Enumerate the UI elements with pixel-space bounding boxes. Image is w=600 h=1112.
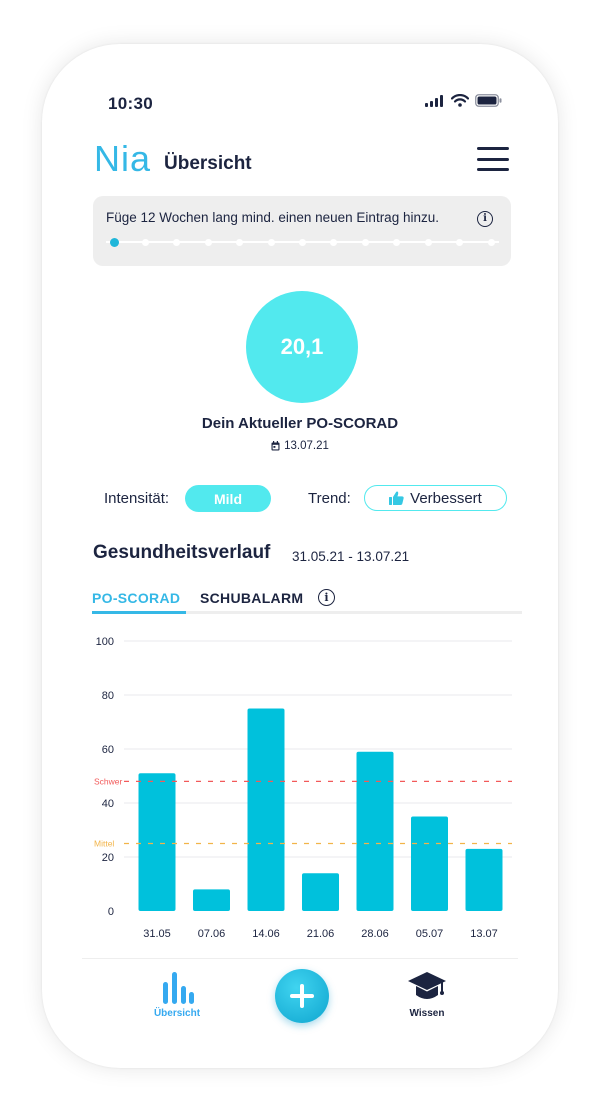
y-tick-label: 100: [96, 636, 114, 648]
progress-step-dot: [330, 239, 338, 246]
status-time: 10:30: [108, 94, 153, 113]
progress-track: [106, 238, 499, 247]
trend-value: Verbessert: [410, 489, 482, 507]
score-circle: 20,1: [246, 291, 358, 403]
score-date-row: 13.07.21: [42, 440, 558, 452]
x-tick-label: 07.06: [198, 928, 226, 940]
progress-step-dot: [299, 239, 306, 246]
trend-label: Trend:: [308, 490, 351, 507]
plus-icon: [290, 984, 314, 1008]
y-tick-label: 20: [102, 852, 114, 864]
score-label: Dein Aktueller PO-SCORAD: [201, 415, 399, 432]
y-tick-label: 80: [102, 690, 114, 702]
threshold-label: Schwer: [94, 776, 123, 786]
progress-card: Füge 12 Wochen lang mind. einen neuen Ei…: [93, 196, 511, 266]
bar-chart-icon: [163, 972, 194, 1004]
tab-active-indicator: [92, 611, 186, 614]
x-tick-label: 21.06: [307, 928, 335, 940]
info-icon[interactable]: i: [477, 211, 493, 227]
nav-knowledge[interactable]: Wissen: [397, 970, 457, 1019]
y-tick-label: 60: [102, 744, 114, 756]
signal-icon: [425, 94, 443, 107]
section-date-range: 31.05.21 - 13.07.21: [292, 549, 410, 564]
hamburger-menu-icon[interactable]: [477, 147, 509, 171]
progress-step-dot: [173, 239, 181, 246]
chart-bar: [302, 873, 339, 911]
chart-bar: [411, 816, 448, 911]
chart-bar: [138, 773, 176, 911]
add-entry-button[interactable]: [275, 969, 329, 1023]
progress-step-dot: [393, 239, 401, 246]
y-tick-label: 40: [102, 798, 114, 810]
intensity-label: Intensität:: [104, 490, 170, 507]
phone-frame: 10:30 Nia Übersicht Füge 12 Wochen lang …: [42, 44, 558, 1068]
app-logo: Nia: [94, 138, 152, 179]
section-title: Gesundheitsverlauf: [93, 542, 271, 563]
wifi-icon: [451, 94, 469, 107]
page-title: Übersicht: [164, 153, 252, 174]
score-date: 13.07.21: [284, 440, 329, 452]
progress-step-dot: [109, 238, 119, 247]
x-tick-label: 28.06: [361, 928, 389, 940]
progress-step-dot: [456, 239, 464, 246]
thumbs-up-icon: [389, 491, 404, 505]
nav-overview-label: Übersicht: [153, 1008, 201, 1019]
nav-knowledge-label: Wissen: [409, 1008, 445, 1019]
nav-overview[interactable]: Übersicht: [147, 970, 207, 1019]
chart-bar: [465, 848, 503, 911]
intensity-badge: Mild: [185, 485, 271, 512]
progress-step-dot: [141, 239, 149, 246]
progress-step-dot: [487, 239, 495, 246]
y-tick-label: 0: [108, 906, 114, 918]
chart-bar: [193, 889, 230, 911]
tab-info-icon[interactable]: i: [318, 589, 335, 606]
status-icons: [425, 94, 502, 107]
x-tick-label: 31.05: [143, 928, 171, 940]
score-value: 20,1: [280, 334, 324, 359]
progress-step-dot: [424, 239, 432, 246]
calendar-icon: [271, 441, 280, 451]
graduation-cap-icon: [408, 972, 446, 999]
tab-po-scorad[interactable]: PO-SCORAD: [92, 590, 181, 606]
progress-step-dot: [267, 239, 275, 246]
x-tick-label: 13.07: [470, 928, 498, 940]
chart-bar: [356, 751, 394, 911]
threshold-label: Mittel: [94, 839, 114, 849]
po-scorad-chart: 0 20 40 60 80 100 31.05 07.06 14.06 21.06 28.06 05.…: [94, 636, 512, 940]
x-tick-label: 14.06: [252, 928, 280, 940]
battery-icon: [475, 94, 502, 107]
trend-badge: Verbessert: [364, 485, 507, 511]
progress-step-dot: [204, 239, 212, 246]
tab-schubalarm[interactable]: SCHUBALARM: [200, 590, 304, 606]
nav-divider: [82, 958, 518, 959]
progress-instruction: Füge 12 Wochen lang mind. einen neuen Ei…: [106, 210, 439, 225]
progress-step-dot: [361, 239, 369, 246]
progress-step-dot: [236, 239, 244, 246]
x-tick-label: 05.07: [416, 928, 444, 940]
tabs-underline: [92, 611, 522, 614]
chart-bar: [247, 708, 285, 911]
